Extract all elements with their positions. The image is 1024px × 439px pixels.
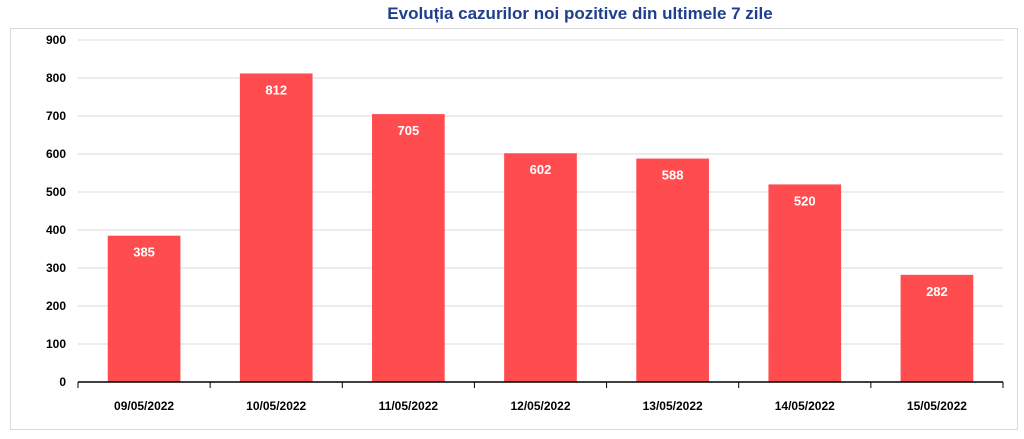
bar-10/05/2022 <box>239 73 313 382</box>
x-tick-label: 15/05/2022 <box>907 399 967 413</box>
y-tick-label: 100 <box>46 337 66 351</box>
x-tick-label: 10/05/2022 <box>246 399 306 413</box>
y-tick-label: 0 <box>59 375 66 389</box>
y-tick-label: 400 <box>46 223 66 237</box>
y-tick-label: 300 <box>46 261 66 275</box>
bar-09/05/2022 <box>107 235 181 382</box>
chart-title: Evoluția cazurilor noi pozitive din ulti… <box>387 4 773 23</box>
data-label: 282 <box>926 284 948 299</box>
y-tick-label: 200 <box>46 299 66 313</box>
y-tick-label: 800 <box>46 71 66 85</box>
bar-15/05/2022 <box>900 274 974 382</box>
x-tick-label: 13/05/2022 <box>643 399 703 413</box>
x-tick-label: 09/05/2022 <box>114 399 174 413</box>
y-tick-label: 500 <box>46 185 66 199</box>
bar-14/05/2022 <box>768 184 842 382</box>
data-label: 385 <box>133 245 155 260</box>
y-tick-label: 700 <box>46 109 66 123</box>
data-label: 520 <box>794 193 816 208</box>
bar-13/05/2022 <box>636 158 709 382</box>
bar-12/05/2022 <box>504 153 577 382</box>
y-tick-label: 900 <box>46 33 66 47</box>
bar-11/05/2022 <box>372 114 445 382</box>
data-label: 588 <box>662 168 684 183</box>
x-tick-label: 11/05/2022 <box>379 399 439 413</box>
x-tick-label: 14/05/2022 <box>775 399 835 413</box>
data-label: 602 <box>530 162 552 177</box>
y-tick-label: 600 <box>46 147 66 161</box>
x-tick-label: 12/05/2022 <box>510 399 570 413</box>
data-label: 705 <box>398 123 420 138</box>
data-label: 812 <box>265 82 287 97</box>
